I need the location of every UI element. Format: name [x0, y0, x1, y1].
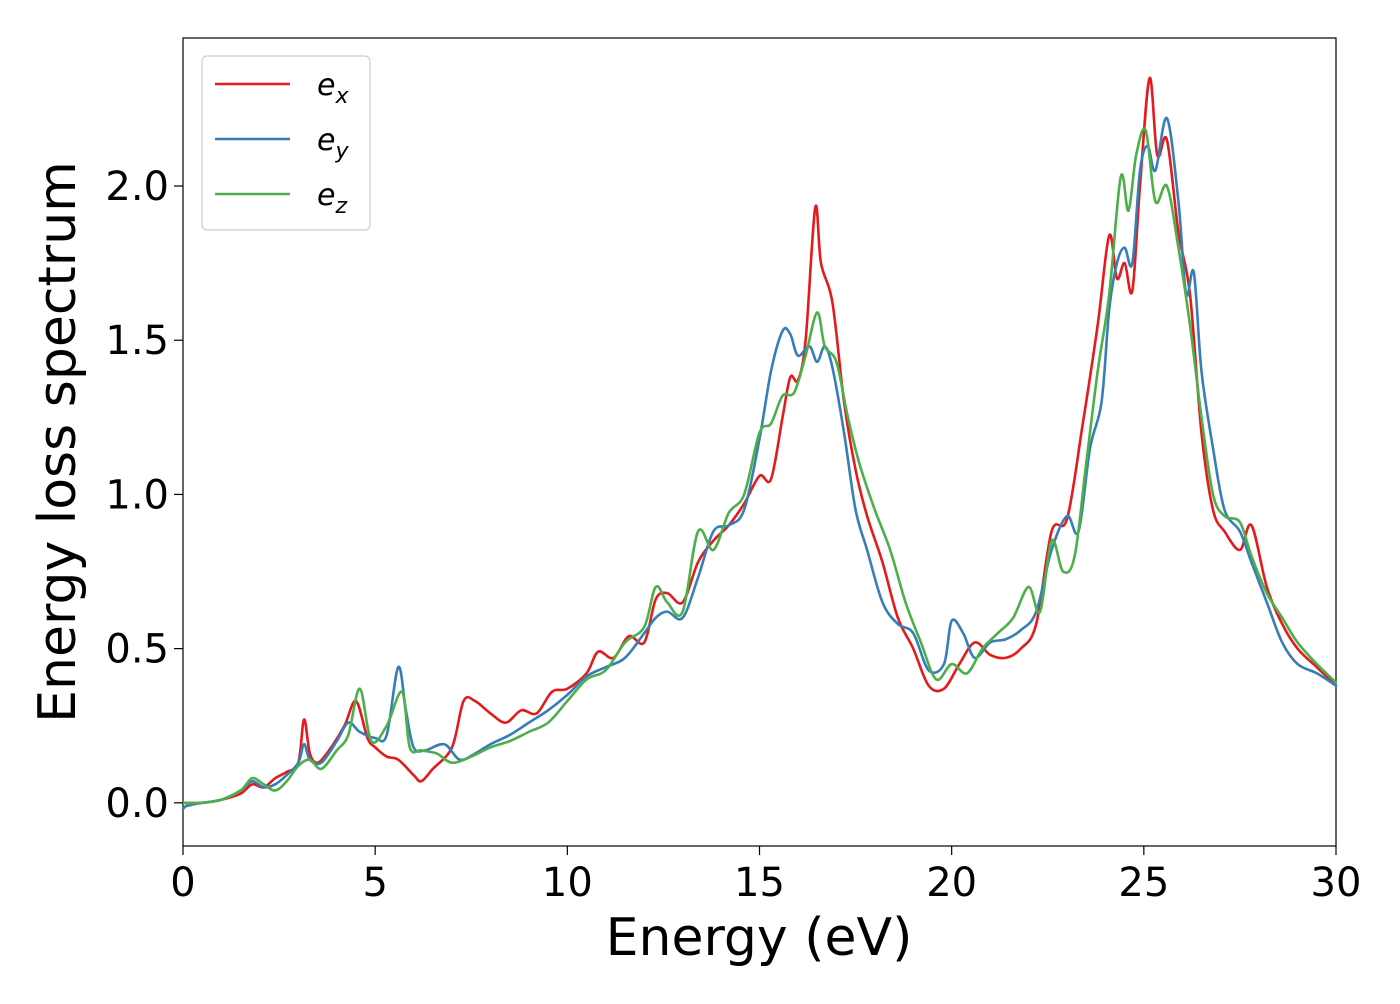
legend-subscript: x	[334, 84, 349, 109]
y-tick-label: 1.0	[105, 472, 169, 518]
y-axis-ticks: 0.0 0.5 1.0 1.5 2.0	[105, 164, 183, 827]
y-tick-label: 0.0	[105, 781, 169, 827]
legend-box	[201, 55, 371, 231]
x-tick-label: 30	[1311, 860, 1362, 906]
y-tick-label: 2.0	[105, 164, 169, 210]
x-tick-label: 5	[362, 860, 387, 906]
x-tick-label: 0	[170, 860, 195, 906]
series-line-z	[181, 127, 1338, 805]
legend-subscript: y	[334, 139, 349, 164]
series-line-x	[181, 76, 1338, 805]
x-tick-label: 20	[926, 860, 977, 906]
x-axis-title: Energy (eV)	[606, 908, 913, 968]
series-layer	[181, 76, 1338, 811]
x-axis-ticks: 0 5 10 15 20 25 30	[170, 846, 1361, 906]
y-axis-title: Energy loss spectrum	[28, 161, 88, 723]
legend-subscript: z	[334, 194, 347, 219]
x-tick-label: 25	[1118, 860, 1169, 906]
y-tick-label: 0.5	[105, 627, 169, 673]
x-tick-label: 10	[542, 860, 593, 906]
x-tick-label: 15	[734, 860, 785, 906]
y-tick-label: 1.5	[105, 318, 169, 364]
